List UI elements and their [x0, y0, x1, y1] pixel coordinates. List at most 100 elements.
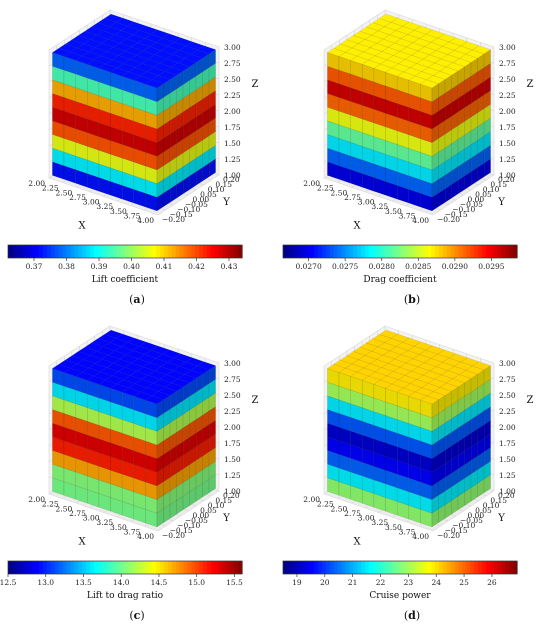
z-tick-label: 1.50	[499, 139, 516, 148]
colorbar-frame	[7, 560, 243, 575]
colorbar-segment	[117, 561, 122, 574]
z-tick-label: 3.00	[499, 359, 516, 368]
colorbar-segment	[435, 561, 440, 574]
colorbar-segment	[372, 561, 378, 574]
colorbar-segment	[419, 245, 424, 258]
colorbar-segment	[39, 245, 44, 258]
colorbar-segment	[128, 561, 134, 574]
colorbar: 12.5 13.0 13.5 14.0 14.5 15.0 15.5 Lift to drag…	[0, 560, 243, 601]
voxel-top	[472, 45, 492, 55]
z-tick-label: 2.75	[224, 59, 241, 68]
colorbar-segment	[325, 561, 331, 574]
colorbar-segment	[454, 245, 460, 258]
z-tick-label: 1.00	[224, 171, 241, 180]
y-tick-label: −0.20	[437, 531, 460, 540]
x-tick-label: 3.50	[385, 207, 402, 216]
colorbar-frame	[7, 244, 243, 259]
colorbar-segment	[132, 561, 138, 574]
colorbar-segment	[70, 561, 75, 574]
colorbar-segment	[8, 245, 13, 258]
colorbar-segment	[152, 245, 157, 258]
x-tick-label: 3.25	[371, 518, 388, 527]
colorbar-segment	[203, 245, 208, 258]
panel-a: 2.00 2.25 2.50 2.75 3.00 3.25 3.50 3.75 4.00 X −0.…	[0, 0, 275, 316]
colorbar-segment	[191, 561, 196, 574]
x-tick-label: 2.00	[28, 179, 45, 188]
colorbar-segment	[509, 245, 514, 258]
voxel-cube	[326, 13, 492, 212]
colorbar-segment	[364, 561, 370, 574]
colorbar-segment	[298, 245, 304, 258]
colorbar-segment	[23, 245, 29, 258]
x-axis-label: X	[78, 537, 86, 548]
y-tick-label: 0.00	[193, 195, 210, 204]
colorbar-segment	[376, 561, 382, 574]
colorbar-segment	[341, 245, 346, 258]
colorbar-segment	[230, 561, 235, 574]
z-tick-label: 1.75	[499, 123, 516, 132]
colorbar-tick-label: 13.5	[75, 578, 92, 587]
colorbar-segment	[50, 561, 56, 574]
colorbar-segment	[415, 561, 421, 574]
colorbar-segment	[226, 561, 231, 574]
colorbar-label: Cruise power	[369, 591, 431, 601]
x-tick-label: 3.00	[83, 198, 100, 207]
colorbar-segment	[357, 561, 362, 574]
chart-svg: 2.002.252.502.753.003.253.503.754.00X−0.…	[282, 325, 534, 622]
colorbar-tick-label: 0.0290	[442, 262, 468, 271]
z-tick-label: 2.25	[224, 91, 241, 100]
colorbar-segment	[497, 245, 502, 258]
z-tick-label: 2.75	[499, 375, 516, 384]
colorbar-segment	[109, 561, 114, 574]
colorbar-segment	[175, 561, 181, 574]
colorbar-segment	[427, 245, 432, 258]
y-tick-label: −0.05	[185, 200, 208, 209]
colorbar-segment	[11, 245, 17, 258]
colorbar-segment	[179, 245, 185, 258]
y-tick-label: 0.15	[490, 180, 507, 189]
colorbar-segment	[388, 245, 393, 258]
x-tick-label: 3.00	[358, 198, 375, 207]
colorbar-tick-label: 13.0	[37, 578, 54, 587]
colorbar-segment	[230, 245, 235, 258]
y-tick-label: 0.05	[475, 506, 492, 515]
colorbar-tick-label: 21	[348, 578, 358, 587]
colorbar-segment	[74, 561, 79, 574]
colorbar-segment	[238, 245, 243, 258]
colorbar-tick-label: 0.42	[188, 262, 205, 271]
colorbar-segment	[187, 561, 192, 574]
colorbar-segment	[148, 561, 153, 574]
y-tick-label: −0.20	[162, 531, 185, 540]
y-axis-label: Y	[497, 197, 505, 208]
colorbar-segment	[349, 245, 354, 258]
colorbar-segment	[314, 561, 319, 574]
colorbar-segment	[474, 561, 479, 574]
colorbar-segment	[396, 561, 401, 574]
colorbar-segment	[97, 245, 103, 258]
colorbar-segment	[148, 245, 153, 258]
panel-label: (d)	[404, 609, 420, 622]
axes: 2.002.252.502.753.003.253.503.754.00X−0.…	[303, 43, 533, 232]
x-tick-label: 3.50	[110, 207, 127, 216]
colorbar-segment	[396, 245, 401, 258]
colorbar-segment	[187, 245, 192, 258]
colorbar-segment	[66, 245, 71, 258]
colorbar-segment	[294, 561, 300, 574]
axes: 2.002.252.502.753.003.253.503.754.00X−0.…	[28, 359, 258, 548]
colorbar-tick-label: 0.0270	[295, 262, 321, 271]
colorbar-segment	[11, 561, 17, 574]
y-tick-label: −0.10	[452, 205, 475, 214]
z-tick-label: 1.50	[224, 139, 241, 148]
colorbar-segment	[156, 245, 161, 258]
colorbar-segment	[384, 245, 389, 258]
z-tick-label: 1.50	[224, 455, 241, 464]
colorbar-segment	[392, 561, 397, 574]
colorbar-segment	[283, 245, 288, 258]
colorbar-segment	[15, 561, 21, 574]
colorbar-segment	[54, 561, 60, 574]
colorbar-tick-label: 24	[431, 578, 441, 587]
colorbar-segment	[454, 561, 460, 574]
colorbar-tick-label: 0.41	[156, 262, 173, 271]
colorbar-segment	[97, 561, 103, 574]
